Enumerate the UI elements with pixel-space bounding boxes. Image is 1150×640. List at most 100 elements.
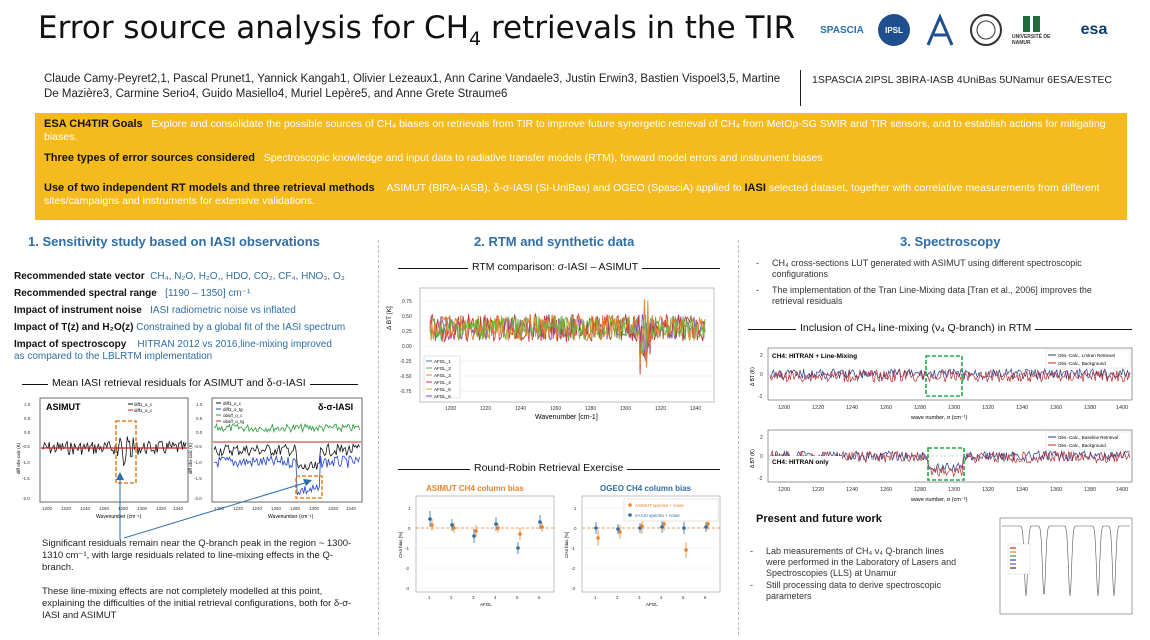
bias-point [596,536,600,540]
svg-text:1300: 1300 [948,405,960,411]
svg-text:AFGL: AFGL [480,602,492,607]
residual-note-2: These line-mixing effects are not comple… [42,586,352,621]
svg-text:-0.75: -0.75 [400,389,412,395]
rtm-y-label: Δ BT [K] [386,306,393,330]
svg-text:1220: 1220 [233,506,244,511]
svg-text:1340: 1340 [346,506,357,511]
svg-text:1340: 1340 [690,406,701,412]
svg-text:1200: 1200 [778,487,790,493]
bias-point [660,525,664,529]
page-title: Error source analysis for CH4 retrievals… [38,10,796,51]
unamur-logo: UNIVERSITÉ DE NAMUR [1012,12,1052,48]
asimut-bias-title: ASIMUT CH4 column bias [426,484,524,493]
svg-text:1240: 1240 [846,487,858,493]
esa-logo: esa [1080,21,1108,38]
svg-text:obs/f_o_c: obs/f_o_c [223,413,243,418]
bullet-dash: - [750,546,753,556]
svg-text:1360: 1360 [1050,405,1062,411]
svg-text:1280: 1280 [914,405,926,411]
svg-text:1220: 1220 [480,406,491,412]
svg-text:1240: 1240 [846,405,858,411]
lab-transmission-lines [1002,525,1130,597]
svg-text:2: 2 [450,595,453,600]
bias-point [428,517,432,521]
ipsl-logo: IPSL [876,12,912,48]
svg-text:AFGL_4: AFGL_4 [434,380,451,385]
svg-text:Δ BT (K): Δ BT (K) [750,449,756,468]
svg-text:-2.0: -2.0 [194,496,202,501]
svg-text:AFGL_5: AFGL_5 [434,387,451,392]
svg-text:0: 0 [760,454,763,460]
y-ticks: 1.0 0.5 0.0 -0.5 -1.0 -1.5 -2.0 [22,402,31,501]
q-branch-highlight [115,420,137,484]
svg-text:0.5: 0.5 [196,416,203,421]
svg-text:ASIMUT spectra + noise: ASIMUT spectra + noise [635,503,684,508]
spectroscopy-row: Impact of spectroscopy HITRAN 2012 vs 20… [14,339,332,350]
section-2-heading: 2. RTM and synthetic data [474,234,635,249]
svg-text:1.0: 1.0 [24,402,31,407]
bias-point [452,526,456,530]
legend-label: diff1_o_c [134,402,153,407]
bias-point [516,546,520,550]
svg-text:1260: 1260 [880,487,892,493]
ogeo-bias-title: OGEO CH4 column bias [600,484,692,493]
y-axis-label: diff obs-calc (K) [16,442,21,474]
svg-text:1260: 1260 [271,506,282,511]
svg-text:σ-IASI spectra + noise: σ-IASI spectra + noise [635,513,680,518]
dsi-legend: diff1_o_c diff1_o_tg obs/f_o_c obs/f_o_t… [216,401,245,424]
q-branch-highlight [295,475,323,499]
svg-text:1: 1 [408,506,411,511]
svg-text:1260: 1260 [880,405,892,411]
svg-text:AFGL_6: AFGL_6 [434,394,451,399]
dsi-plot-label: δ-σ-IASI [318,402,353,412]
svg-text:1280: 1280 [118,506,129,511]
bias-point [684,548,688,552]
svg-text:1220: 1220 [812,487,824,493]
tz-row: Impact of T(z) and H₂O(z) Constrained by… [14,322,346,333]
goals-banner: ESA CH4TIR Goals Explore and consolidate… [35,113,1127,220]
panel-2-legend: Obs.-Calc., Baseline Retrieval Obs.-Calc… [1045,431,1131,451]
section-3-heading: 3. Spectroscopy [900,234,1001,249]
svg-text:0: 0 [408,526,411,531]
svg-text:1320: 1320 [655,406,666,412]
bias-point [662,522,666,526]
svg-text:-0.5: -0.5 [194,444,202,449]
state-vector-row: Recommended state vector CH₄, N₂O, H₂O,,… [14,271,345,282]
ogeo-bias-plot: OGEO CH4 column bias ASIMUT spectra + no… [564,484,721,607]
author-list: Claude Camy-Peyret2,1, Pascal Prunet1, Y… [44,73,781,100]
svg-text:-1.5: -1.5 [22,476,30,481]
svg-text:-0.25: -0.25 [400,359,412,365]
spascia-logo: SPASCIA [820,24,864,36]
hitran-only-panel: CH4: HITRAN only Obs.-Calc., Baseline Re… [750,429,1133,503]
unibas-logo [968,12,1004,48]
rtm-x-label: Wavenumber [cm-1] [535,414,598,421]
svg-text:2: 2 [616,595,619,600]
svg-text:-2: -2 [758,394,763,400]
goal-3: Use of two independent RT models and thr… [44,182,1100,207]
x-ticks: 1200 1220 1240 1260 1280 1300 1320 1340 [42,506,184,511]
future-bullet-2: Still processing data to derive spectros… [766,580,942,601]
svg-text:1300: 1300 [620,406,631,412]
round-robin-title: Round-Robin Retrieval Exercise [470,462,628,474]
svg-text:0.5: 0.5 [24,416,31,421]
rtm-series-afgl3 [429,299,706,368]
rtm-comparison-plot: 0.750.50 0.250.00 -0.25-0.50 -0.75 1200 1… [400,287,715,421]
residuals-title: Mean IASI retrieval residuals for ASIMUT… [48,377,310,389]
svg-text:6: 6 [538,595,541,600]
svg-text:-1: -1 [405,546,409,551]
svg-text:1200: 1200 [42,506,53,511]
goal-1: ESA CH4TIR Goals Explore and consolidate… [44,118,1106,143]
column-divider [378,240,379,635]
q-branch-highlight [925,355,963,397]
noise-row: Impact of instrument noise IASI radiomet… [14,305,296,316]
bias-point [704,525,708,529]
svg-text:AFGL_2: AFGL_2 [434,366,451,371]
svg-text:1340: 1340 [1016,487,1028,493]
svg-text:Obs.-Calc., Background: Obs.-Calc., Background [1058,361,1106,366]
svg-text:1.0: 1.0 [196,402,203,407]
svg-text:AFGL_1: AFGL_1 [434,359,451,364]
svg-text:1300: 1300 [309,506,320,511]
svg-text:wave number, σ (cm⁻¹): wave number, σ (cm⁻¹) [910,497,968,503]
svg-text:Obs.-Calc., Baseline Retrieval: Obs.-Calc., Baseline Retrieval [1058,435,1118,440]
